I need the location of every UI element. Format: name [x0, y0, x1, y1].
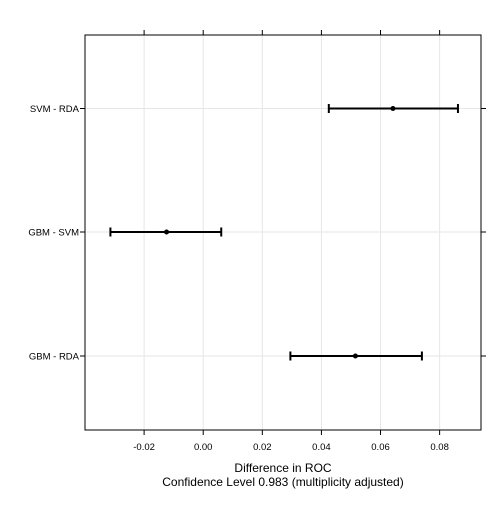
x-axis-title: Difference in ROC [234, 461, 331, 475]
x-tick-label: -0.02 [133, 442, 155, 453]
x-tick-label: 0.02 [253, 442, 272, 453]
grid-layer [85, 35, 481, 430]
estimate-point [164, 229, 170, 235]
category-label: GBM - SVM [28, 228, 79, 239]
category-label: SVM - RDA [30, 104, 80, 115]
x-tick-label: 0.08 [430, 442, 449, 453]
chart-subtitle: Confidence Level 0.983 (multiplicity adj… [162, 475, 403, 489]
ticks-layer [80, 30, 486, 435]
x-tick-label: 0.04 [312, 442, 331, 453]
category-label: GBM - RDA [29, 352, 80, 363]
estimate-point [390, 106, 396, 111]
x-tick-label: 0.00 [194, 442, 213, 453]
labels-layer: -0.02 0.00 0.02 0.04 0.06 0.08 SVM - RDA GBM - … [28, 104, 449, 453]
marks-layer [109, 104, 459, 361]
x-tick-label: 0.06 [371, 442, 390, 453]
estimate-point [352, 353, 358, 359]
